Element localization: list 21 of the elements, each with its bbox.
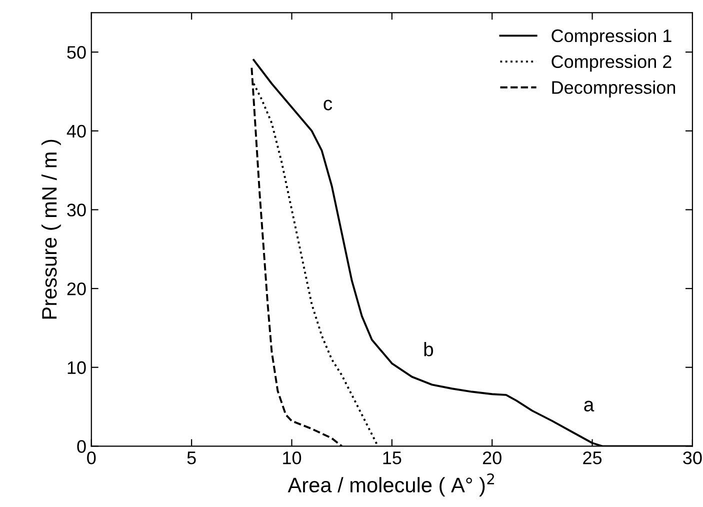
y-tick-label: 30 (67, 204, 86, 216)
x-tick-label: 5 (187, 452, 196, 464)
y-tick-label: 40 (66, 124, 86, 138)
x-tick-label: 30 (683, 452, 702, 464)
annotation: b (424, 342, 434, 356)
x-tick-label: 15 (383, 452, 402, 464)
x-tick-label: 25 (583, 452, 602, 464)
x-tick-label: 0 (87, 452, 96, 464)
legend-label: Decompression (552, 80, 676, 98)
x-tick-label: 10 (283, 452, 302, 464)
y-axis-title: Pressure ( mN / m ) (41, 140, 61, 319)
y-tick-label: 0 (77, 440, 86, 453)
y-tick-label: 50 (67, 46, 86, 59)
y-tick-label: 20 (67, 282, 86, 296)
x-tick-label: 20 (482, 452, 502, 464)
annotation: a (584, 400, 594, 412)
y-tick-label: 10 (68, 361, 86, 374)
legend-label: Compression 1 (552, 28, 672, 46)
annotation: c (324, 100, 332, 110)
legend-label: Compression 2 (552, 54, 672, 72)
x-axis-title: Area / molecule ( A° )$^{2}$ (288, 473, 494, 497)
